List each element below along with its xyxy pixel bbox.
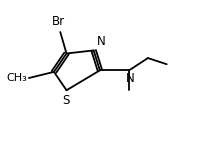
Text: CH₃: CH₃: [6, 73, 27, 83]
Text: S: S: [62, 94, 69, 107]
Text: N: N: [97, 35, 106, 48]
Text: N: N: [125, 72, 134, 85]
Text: Br: Br: [52, 15, 65, 28]
